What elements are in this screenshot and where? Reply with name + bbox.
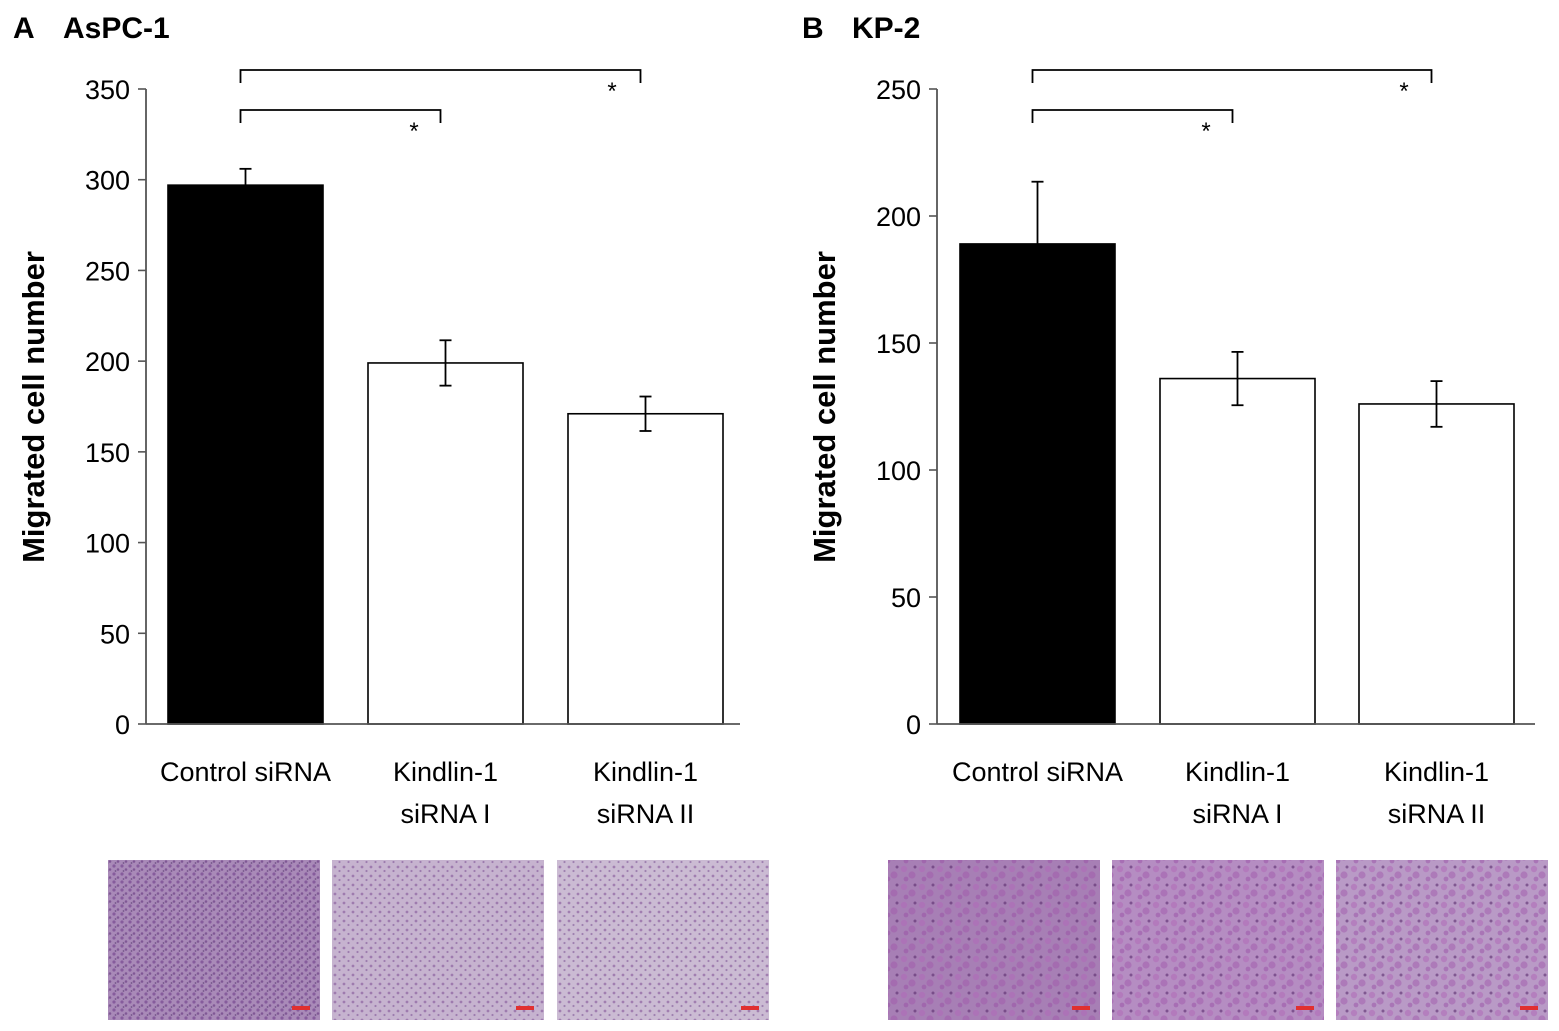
category-label: Kindlin-1 siRNA I: [393, 757, 498, 829]
y-tick-label: 350: [85, 75, 130, 105]
category-label-line: Control siRNA: [952, 757, 1123, 787]
y-tick-label: 250: [876, 75, 921, 105]
y-tick-label: 250: [85, 256, 130, 286]
micrograph-texture: [108, 860, 320, 1020]
bars: [959, 243, 1515, 725]
category-label: Control siRNA: [160, 757, 331, 787]
category-label: Control siRNA: [952, 757, 1123, 787]
y-tick-label: 150: [876, 329, 921, 359]
axes: [936, 89, 1535, 725]
significance-bracket: [1031, 109, 1234, 123]
y-tick-label: 50: [891, 583, 921, 613]
bars: [167, 184, 724, 725]
micrograph-texture: [332, 860, 544, 1020]
category-label-line: siRNA I: [1192, 799, 1282, 829]
bar: [567, 412, 724, 725]
y-tick-label: 50: [100, 619, 130, 649]
significance-star: *: [607, 78, 616, 105]
error-bars: [1031, 180, 1443, 428]
category-label-line: siRNA I: [400, 799, 490, 829]
micrograph-texture: [1336, 860, 1548, 1020]
y-tick-label: 0: [906, 710, 921, 740]
bar: [959, 243, 1116, 725]
y-axis-label: Migrated cell number: [16, 251, 51, 563]
y-tick-label: 200: [85, 347, 130, 377]
micrograph-texture: [557, 860, 769, 1020]
micrographs: [108, 860, 769, 1020]
y-axis-label: Migrated cell number: [807, 251, 842, 563]
significance-brackets: **: [239, 69, 642, 145]
micrographs: [888, 860, 1548, 1020]
y-tick-label: 300: [85, 166, 130, 196]
panel-letter: A: [13, 12, 35, 45]
panel-title: KP-2: [852, 12, 920, 45]
y-tick-label: 0: [115, 710, 130, 740]
y-tick-label: 100: [876, 456, 921, 486]
significance-star: *: [1399, 78, 1408, 105]
category-label: Kindlin-1 siRNA II: [1384, 757, 1489, 829]
category-label-line: siRNA II: [1388, 799, 1486, 829]
bar: [367, 362, 524, 725]
bar: [167, 184, 324, 725]
scale-bar: [1296, 1006, 1314, 1010]
bar: [1159, 377, 1316, 725]
category-labels: Control siRNA Kindlin-1 siRNA I Kindlin-1 si…: [160, 757, 698, 829]
error-bars: [239, 167, 652, 432]
significance-bracket: [1031, 69, 1433, 83]
scale-bar: [292, 1006, 310, 1010]
significance-star: *: [409, 118, 418, 145]
scale-bar: [516, 1006, 534, 1010]
significance-brackets: **: [1031, 69, 1433, 145]
category-labels: Control siRNA Kindlin-1 siRNA I Kindlin-1 si…: [952, 757, 1489, 829]
micrograph-texture: [888, 860, 1100, 1020]
panel-letter: B: [802, 12, 824, 45]
category-label: Kindlin-1 siRNA I: [1185, 757, 1290, 829]
significance-bracket: [239, 109, 442, 123]
bar: [1358, 403, 1515, 725]
category-label-line: siRNA II: [597, 799, 695, 829]
scale-bar: [1520, 1006, 1538, 1010]
scale-bar: [741, 1006, 759, 1010]
panel-a: A AsPC-1 Migrated cell number 0 50 100 150 2…: [13, 12, 769, 1020]
category-label-line: Kindlin-1: [1384, 757, 1489, 787]
panel-b: B KP-2 Migrated cell number 0 50 100 150 200…: [802, 12, 1548, 1020]
y-tick-label: 200: [876, 202, 921, 232]
category-label-line: Kindlin-1: [1185, 757, 1290, 787]
y-tick-label: 150: [85, 438, 130, 468]
micrograph-texture: [1112, 860, 1324, 1020]
significance-star: *: [1201, 118, 1210, 145]
category-label: Kindlin-1 siRNA II: [593, 757, 698, 829]
y-tick-label: 100: [85, 529, 130, 559]
category-label-line: Kindlin-1: [593, 757, 698, 787]
y-ticks: 0 50 100 150 200 250 300 350: [85, 75, 146, 740]
category-label-line: Control siRNA: [160, 757, 331, 787]
significance-bracket: [239, 69, 642, 83]
category-label-line: Kindlin-1: [393, 757, 498, 787]
panel-title: AsPC-1: [63, 12, 170, 45]
y-ticks: 0 50 100 150 200 250: [876, 75, 937, 740]
scale-bar: [1072, 1006, 1090, 1010]
axes: [145, 89, 740, 725]
